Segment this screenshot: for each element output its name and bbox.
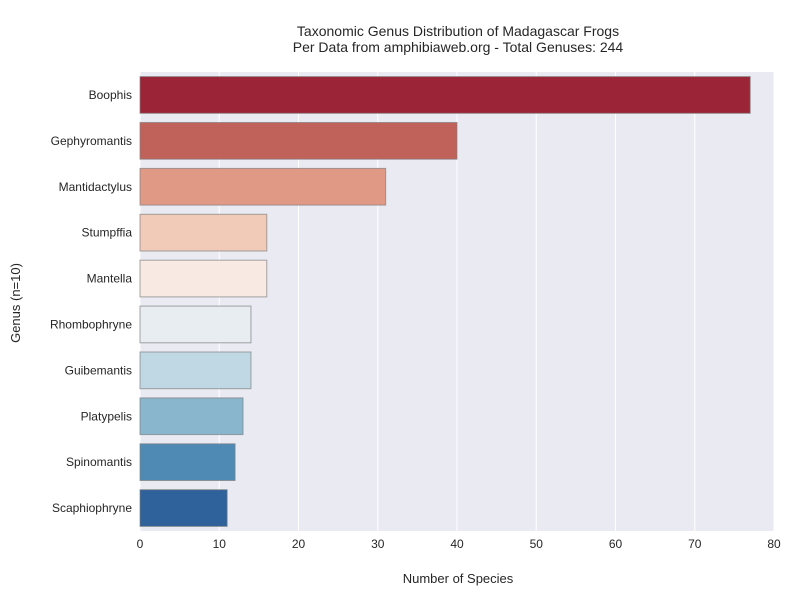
bar-mantidactylus xyxy=(139,167,387,206)
y-tick-label: Scaphiophryne xyxy=(52,501,132,515)
x-tick-label: 20 xyxy=(292,537,306,551)
bar-mantella xyxy=(139,259,268,298)
y-tick-label: Boophis xyxy=(89,88,132,102)
x-tick-label: 80 xyxy=(767,537,781,551)
y-tick-label: Platypelis xyxy=(81,409,132,423)
x-tick-labels: 0 10 20 30 40 50 60 70 80 xyxy=(137,537,781,551)
x-axis-label: Number of Species xyxy=(403,571,514,586)
y-tick-label: Stumpffia xyxy=(82,226,133,240)
x-tick-label: 10 xyxy=(213,537,227,551)
bar-gephyromantis xyxy=(139,121,458,160)
x-tick-label: 60 xyxy=(609,537,623,551)
y-tick-label: Gephyromantis xyxy=(51,134,132,148)
y-tick-label: Mantella xyxy=(87,272,133,286)
bar-guibemantis xyxy=(139,351,252,390)
bars xyxy=(139,76,751,527)
x-tick-label: 0 xyxy=(137,537,144,551)
x-tick-label: 70 xyxy=(688,537,702,551)
bar-scaphiophryne xyxy=(139,489,228,527)
y-tick-label: Spinomantis xyxy=(66,455,132,469)
bar-spinomantis xyxy=(139,443,236,482)
bar-stumpffia xyxy=(139,213,268,252)
y-axis-label: Genus (n=10) xyxy=(8,263,23,343)
bar-platypelis xyxy=(139,397,244,436)
y-tick-labels: Boophis Gephyromantis Mantidactylus Stumpff… xyxy=(50,88,132,515)
bar-boophis xyxy=(139,76,751,114)
chart-subtitle: Per Data from amphibiaweb.org - Total Ge… xyxy=(293,39,624,55)
chart-title: Taxonomic Genus Distribution of Madagasc… xyxy=(297,23,619,39)
bar-rhombophryne xyxy=(139,305,252,344)
y-tick-label: Rhombophryne xyxy=(50,317,132,331)
x-tick-label: 50 xyxy=(530,537,544,551)
x-tick-label: 40 xyxy=(450,537,464,551)
y-tick-label: Mantidactylus xyxy=(59,180,132,194)
x-tick-label: 30 xyxy=(371,537,385,551)
y-tick-label: Guibemantis xyxy=(65,363,132,377)
